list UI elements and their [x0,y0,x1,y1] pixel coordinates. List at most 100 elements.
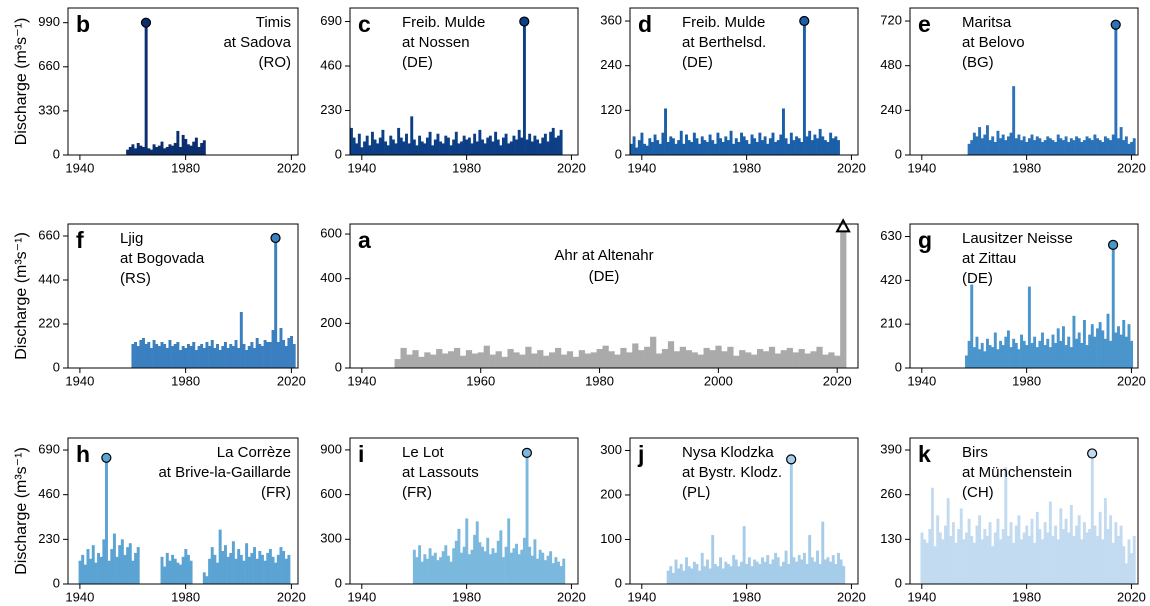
bar [376,143,380,155]
bar [515,139,519,155]
panel: 0 200 400 600 1940 1960 1980 2000 2020 a Ahr at Al… [320,218,859,388]
bar [821,521,825,584]
bar [1075,136,1079,155]
bar [1082,320,1086,368]
bar [360,147,364,155]
bar [685,350,692,368]
bar [1041,332,1044,368]
bar [708,568,712,584]
bar [776,557,780,584]
bar [512,135,516,155]
bar [481,139,484,155]
bar [418,545,422,584]
bar [134,342,138,368]
y-tick-label: 600 [320,486,342,501]
bar [1075,338,1079,368]
y-tick-label: 660 [38,227,60,242]
y-tick-label: 0 [335,359,342,374]
bar [176,130,180,155]
bar [1119,334,1123,368]
bar [732,555,736,584]
bar [189,346,193,368]
station-label: (DE) [962,270,993,287]
y-tick-label: 0 [335,146,342,161]
bar [721,351,728,368]
bar [102,539,106,584]
bar [515,543,519,584]
station-label: (DE) [682,54,713,71]
y-tick-label: 0 [53,575,60,590]
bar [930,487,934,584]
bar [139,145,143,155]
bar [149,348,153,368]
bar [290,336,294,368]
y-tick-label: 230 [320,102,342,117]
bar [457,528,461,584]
bar [287,554,291,584]
bar [554,557,558,584]
bar [614,354,621,368]
bar [189,145,193,155]
bar [1001,345,1005,368]
bar [171,145,175,155]
bar [1022,340,1026,368]
panel-letter: d [638,11,652,37]
station-label: (CH) [962,484,994,501]
bar [1014,138,1018,155]
bar [1098,511,1102,584]
bar [1009,132,1013,155]
bar [1106,529,1110,584]
y-tick-label: 300 [600,442,622,457]
bar [444,545,448,584]
bar [737,566,741,584]
bar [368,145,372,155]
panel: 0 120 240 360 1940 1980 2020 d Freib. Mulde at Be… [600,7,866,175]
bar [1085,532,1089,584]
bar [1069,504,1073,584]
bar [184,348,188,368]
bar [136,142,140,155]
bar [120,539,124,584]
x-tick-label: 2020 [823,373,852,388]
bar [1046,338,1050,368]
panel: 0 300 600 900 1940 1980 2020 i Le Lot at Lassouts… [320,437,586,604]
bar [431,555,435,584]
panel: 0 210 420 630 1940 1980 2020 g Lausitzer Neisse a… [880,223,1146,388]
bar [648,138,652,155]
bar [139,340,143,368]
peak-marker [521,447,532,458]
bar [923,539,927,584]
bar [1051,334,1055,368]
bar [210,340,214,368]
bar [1035,347,1039,368]
bar [986,338,989,368]
bar [691,352,698,368]
bar [562,558,566,584]
bar [495,351,502,368]
y-tick-label: 200 [600,486,622,501]
bar [726,140,730,155]
bar [920,532,924,584]
bar [1082,140,1086,155]
bar [999,539,1003,584]
bar [208,558,212,584]
bar [216,344,219,368]
bar [237,549,241,584]
bar [229,552,233,584]
bar [1130,340,1134,368]
bar [970,535,974,584]
bar [292,344,296,368]
bar [176,562,180,584]
bar [944,525,947,584]
bar [1056,539,1060,584]
bar [1130,141,1134,155]
bar [751,354,758,368]
bar [163,344,167,368]
bar [528,133,532,155]
bar [1022,532,1026,584]
bar [155,344,159,368]
station-label: at Brive-la-Gaillarde [158,464,291,481]
bar [959,508,963,584]
bar [471,353,479,368]
bar [202,348,206,368]
